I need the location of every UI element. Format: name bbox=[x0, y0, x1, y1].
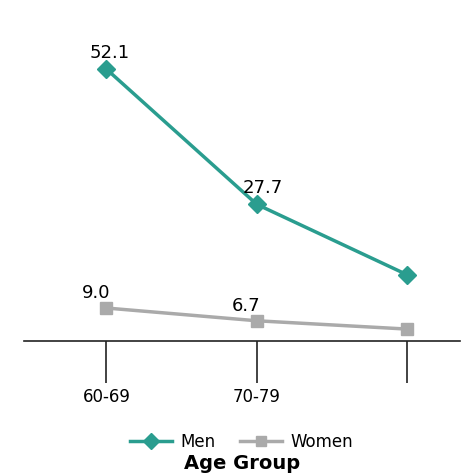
Text: 52.1: 52.1 bbox=[90, 44, 130, 62]
X-axis label: Age Group: Age Group bbox=[184, 455, 300, 474]
Text: 6.7: 6.7 bbox=[232, 297, 260, 315]
Text: 9.0: 9.0 bbox=[82, 284, 110, 302]
Text: 27.7: 27.7 bbox=[243, 179, 283, 197]
Line: Men: Men bbox=[100, 63, 413, 281]
Women bbox=[254, 318, 260, 324]
Line: Women: Women bbox=[101, 302, 413, 335]
Women bbox=[404, 326, 410, 332]
Men bbox=[404, 272, 410, 278]
Legend: Men, Women: Men, Women bbox=[124, 426, 360, 457]
Men bbox=[103, 66, 109, 72]
Women bbox=[103, 305, 109, 311]
Men bbox=[254, 201, 260, 207]
